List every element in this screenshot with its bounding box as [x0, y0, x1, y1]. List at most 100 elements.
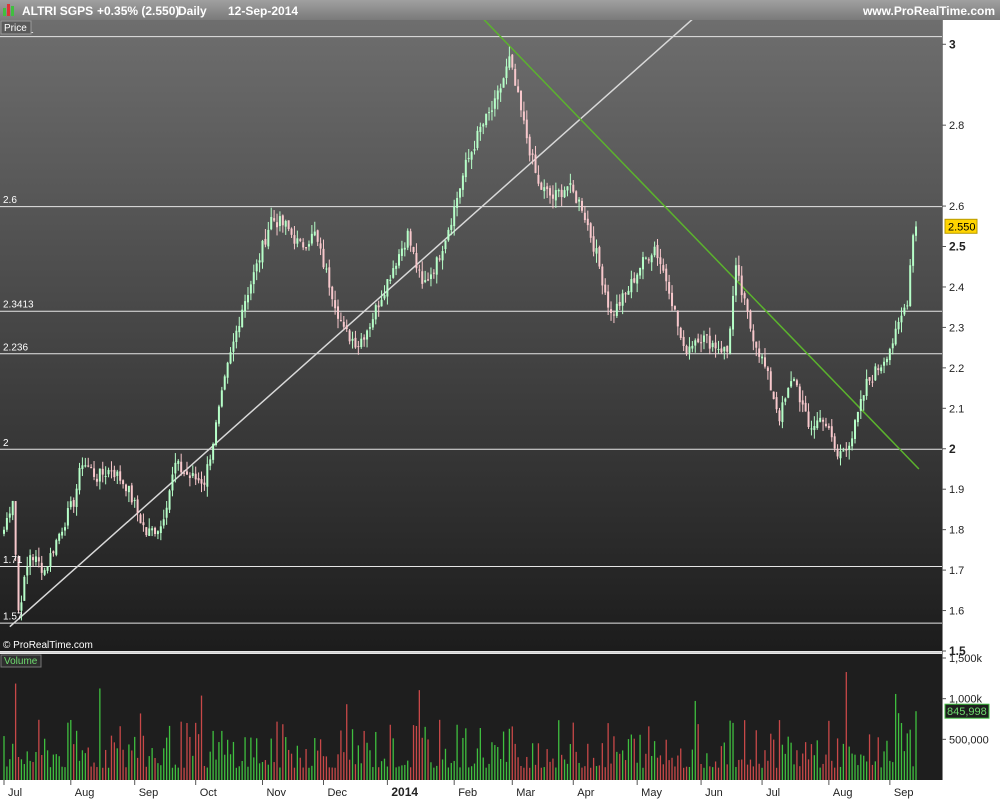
site-link[interactable]: www.ProRealTime.com: [862, 4, 995, 18]
volume-axis[interactable]: 1,500k 1,000k 500,000: [942, 653, 989, 746]
candle: [485, 113, 488, 128]
candle: [281, 214, 284, 233]
candle: [891, 338, 894, 355]
candle: [374, 303, 377, 325]
candle: [328, 259, 331, 296]
candle: [589, 222, 592, 243]
candle: [723, 346, 726, 360]
y-tick-label: 1.8: [949, 525, 964, 537]
candle: [185, 461, 188, 475]
candle: [276, 213, 279, 236]
last-volume-box: [944, 703, 990, 719]
price-tag: Price: [4, 23, 27, 34]
candle: [101, 461, 104, 483]
candle: [398, 249, 401, 269]
candle: [644, 256, 647, 260]
candle: [334, 290, 337, 315]
candle: [618, 294, 621, 310]
candle: [212, 442, 215, 464]
last-volume-label: 845,998: [947, 706, 987, 718]
candle: [287, 220, 290, 232]
candle: [244, 294, 247, 318]
candle: [368, 323, 371, 338]
candle: [55, 538, 58, 557]
candle: [537, 165, 540, 187]
candle: [682, 330, 685, 352]
candle: [32, 553, 35, 567]
candle: [482, 122, 485, 135]
candle: [624, 291, 627, 303]
candle: [740, 266, 743, 303]
uptrend-line[interactable]: [9, 4, 710, 628]
candle: [697, 333, 700, 344]
candle: [95, 473, 98, 487]
candle: [252, 264, 255, 294]
candle: [659, 248, 662, 274]
candle: [871, 374, 874, 387]
candle: [348, 328, 351, 345]
candle: [165, 501, 168, 525]
candle: [755, 341, 758, 357]
candle: [322, 239, 325, 270]
candle: [171, 466, 174, 497]
y-tick-label: 2.1: [949, 403, 964, 415]
candle: [816, 412, 819, 430]
copyright: © ProRealTime.com: [3, 640, 93, 651]
candle: [93, 461, 96, 481]
candle: [854, 418, 857, 444]
candle: [313, 221, 316, 237]
candle: [450, 218, 453, 236]
candle: [197, 472, 200, 484]
candle: [662, 258, 665, 273]
candle: [249, 280, 252, 301]
x-month-label: Feb: [458, 787, 477, 799]
header-icon: [3, 4, 14, 16]
candle: [769, 367, 772, 391]
price-axis[interactable]: 3 2.8 2.6 2.5 2.4 2.3 2.2 2.1 2 1.9 1.8 1.7 1.6 1.5: [942, 37, 966, 658]
candle: [255, 259, 258, 281]
candle: [676, 310, 679, 336]
time-axis[interactable]: Jul Aug Sep Oct Nov Dec 2014 Feb Mar Apr May Jun Jul…: [3, 780, 913, 799]
candle: [488, 107, 491, 121]
candle: [505, 58, 508, 85]
candle: [238, 316, 241, 338]
candle: [400, 240, 403, 261]
candle: [804, 395, 807, 412]
candle: [119, 465, 122, 485]
candle: [787, 387, 790, 399]
level-label: 2.6: [3, 195, 17, 206]
candle: [851, 431, 854, 451]
x-month-label: Sep: [139, 787, 159, 799]
volume-bars: [3, 672, 917, 780]
y-tick-label: 2: [949, 442, 956, 456]
candle: [220, 386, 223, 408]
candle: [159, 520, 162, 541]
candle: [395, 262, 398, 276]
candle: [223, 374, 226, 391]
candle: [549, 185, 552, 204]
candle: [235, 325, 238, 349]
downtrend-line[interactable]: [469, 4, 920, 470]
candle: [560, 184, 563, 207]
x-month-label: Apr: [577, 787, 594, 799]
candle: [708, 327, 711, 355]
candle: [427, 272, 430, 282]
x-month-label: Dec: [327, 787, 347, 799]
candle: [790, 371, 793, 389]
candle: [104, 466, 107, 485]
candle: [912, 233, 915, 273]
candle: [688, 337, 691, 360]
y-tick-label: 1.9: [949, 484, 964, 496]
candle: [868, 377, 871, 386]
candle: [781, 395, 784, 429]
candle: [351, 331, 354, 349]
candle: [360, 332, 363, 349]
candle: [615, 294, 618, 318]
candle: [569, 173, 572, 194]
last-price-box: [944, 218, 978, 234]
candle: [331, 285, 334, 307]
candle: [519, 90, 522, 118]
candle: [679, 326, 682, 341]
period-label: Daily: [178, 4, 207, 18]
candle: [627, 285, 630, 295]
